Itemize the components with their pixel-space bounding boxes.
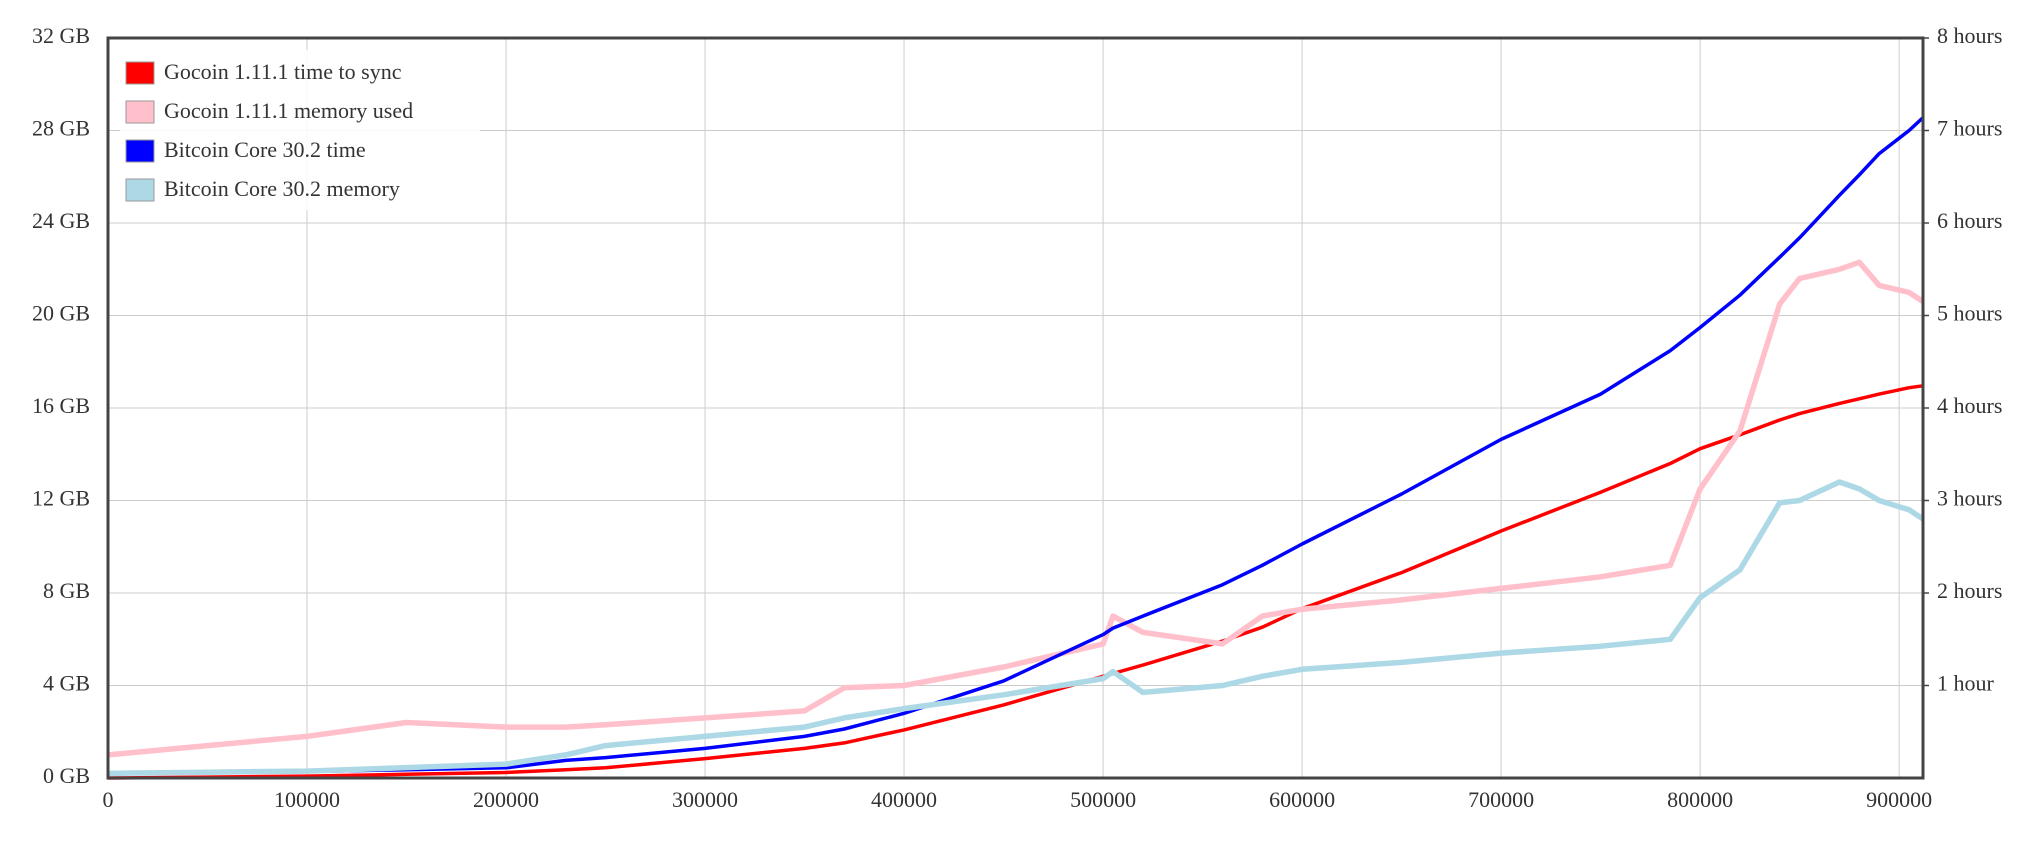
x-tick-label: 200000: [473, 787, 539, 812]
y-tick-label: 8 GB: [43, 578, 90, 603]
legend-swatch: [125, 178, 155, 202]
series-line: [107, 259, 1925, 758]
x-tick-label: 600000: [1269, 787, 1335, 812]
y-tick-label: 32 GB: [32, 23, 90, 48]
y2-tick-label: 4 hours: [1937, 393, 2002, 418]
x-tick-label: 400000: [871, 787, 937, 812]
y2-tick-label: 8 hours: [1937, 23, 2002, 48]
y2-tick-label: 7 hours: [1937, 116, 2002, 141]
y-tick-label: 0 GB: [43, 763, 90, 788]
y2-tick-label: 3 hours: [1937, 486, 2002, 511]
y-tick-label: 12 GB: [32, 486, 90, 511]
x-tick-label: 900000: [1866, 787, 1932, 812]
series-line: [107, 479, 1925, 777]
x-tick-label: 100000: [274, 787, 340, 812]
legend-label: Bitcoin Core 30.2 memory: [164, 176, 400, 201]
legend-swatch: [125, 61, 155, 85]
y2-tick-label: 1 hour: [1937, 671, 1995, 696]
legend-label: Gocoin 1.11.1 memory used: [164, 98, 413, 123]
y-tick-label: 16 GB: [32, 393, 90, 418]
legend-swatch: [125, 100, 155, 124]
y2-tick-label: 5 hours: [1937, 301, 2002, 326]
legend-swatch: [125, 139, 155, 163]
x-tick-label: 300000: [672, 787, 738, 812]
x-tick-label: 0: [103, 787, 114, 812]
x-tick-label: 800000: [1667, 787, 1733, 812]
series-line: [107, 116, 1925, 776]
y2-tick-label: 2 hours: [1937, 578, 2002, 603]
x-tick-label: 700000: [1468, 787, 1534, 812]
legend-label: Bitcoin Core 30.2 time: [164, 137, 366, 162]
legend-box: [120, 50, 480, 210]
y-tick-label: 4 GB: [43, 671, 90, 696]
legend-label: Gocoin 1.11.1 time to sync: [164, 59, 402, 84]
series-line: [107, 384, 1924, 780]
y2-tick-label: 6 hours: [1937, 208, 2002, 233]
plot-frame: [106, 36, 1925, 780]
y-tick-label: 20 GB: [32, 301, 90, 326]
y-tick-label: 24 GB: [32, 208, 90, 233]
y-tick-label: 28 GB: [32, 116, 90, 141]
x-tick-label: 500000: [1070, 787, 1136, 812]
